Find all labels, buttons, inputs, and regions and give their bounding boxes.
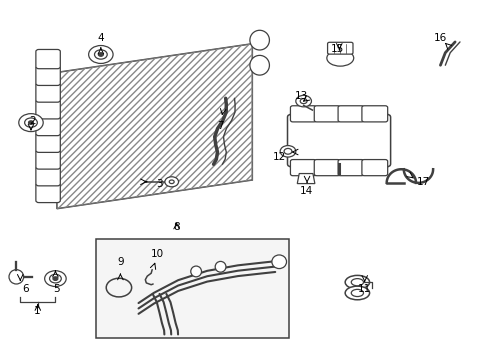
Circle shape <box>45 271 66 287</box>
Text: 9: 9 <box>117 257 123 267</box>
Ellipse shape <box>351 289 364 297</box>
Circle shape <box>19 114 43 132</box>
Ellipse shape <box>215 261 226 272</box>
Text: 7: 7 <box>217 121 224 131</box>
Ellipse shape <box>345 286 369 300</box>
Circle shape <box>300 99 307 104</box>
Text: 11: 11 <box>358 284 371 294</box>
Polygon shape <box>297 174 315 184</box>
FancyBboxPatch shape <box>36 116 60 136</box>
Text: 5: 5 <box>53 284 60 294</box>
FancyBboxPatch shape <box>36 183 60 203</box>
Ellipse shape <box>272 255 287 269</box>
Circle shape <box>28 121 33 125</box>
FancyBboxPatch shape <box>36 133 60 152</box>
FancyBboxPatch shape <box>288 114 391 167</box>
Text: 13: 13 <box>294 91 308 101</box>
Ellipse shape <box>191 266 201 277</box>
Text: 14: 14 <box>299 186 313 196</box>
Ellipse shape <box>169 180 174 184</box>
Text: 4: 4 <box>98 33 104 43</box>
Circle shape <box>98 53 103 56</box>
Text: 8: 8 <box>173 222 180 231</box>
Text: 1: 1 <box>34 306 41 316</box>
Circle shape <box>49 274 61 283</box>
FancyBboxPatch shape <box>36 83 60 102</box>
Ellipse shape <box>250 55 270 75</box>
Ellipse shape <box>351 279 364 286</box>
Circle shape <box>89 45 113 63</box>
FancyBboxPatch shape <box>314 159 340 176</box>
Circle shape <box>24 118 37 127</box>
FancyBboxPatch shape <box>362 106 388 122</box>
FancyBboxPatch shape <box>314 106 340 122</box>
FancyBboxPatch shape <box>291 159 316 176</box>
FancyBboxPatch shape <box>328 42 353 54</box>
Ellipse shape <box>345 275 369 289</box>
FancyBboxPatch shape <box>36 49 60 69</box>
FancyBboxPatch shape <box>362 159 388 176</box>
FancyBboxPatch shape <box>338 106 364 122</box>
Circle shape <box>280 145 296 157</box>
Ellipse shape <box>165 177 178 187</box>
Text: 10: 10 <box>150 248 164 258</box>
Ellipse shape <box>327 50 354 66</box>
Text: 16: 16 <box>434 33 447 43</box>
Polygon shape <box>57 44 252 209</box>
FancyBboxPatch shape <box>291 106 316 122</box>
Text: 17: 17 <box>416 177 430 187</box>
Text: 12: 12 <box>272 152 286 162</box>
Text: 6: 6 <box>22 284 28 294</box>
Circle shape <box>53 277 58 280</box>
FancyBboxPatch shape <box>36 167 60 186</box>
Circle shape <box>284 148 292 154</box>
FancyBboxPatch shape <box>36 100 60 119</box>
Text: 15: 15 <box>331 44 344 54</box>
Ellipse shape <box>9 270 24 284</box>
Circle shape <box>95 50 107 59</box>
FancyBboxPatch shape <box>96 239 289 338</box>
Circle shape <box>296 95 312 107</box>
FancyBboxPatch shape <box>338 159 364 176</box>
Text: 2: 2 <box>29 116 36 126</box>
FancyBboxPatch shape <box>36 150 60 169</box>
FancyBboxPatch shape <box>36 66 60 85</box>
Text: 3: 3 <box>156 179 163 189</box>
Ellipse shape <box>250 30 270 50</box>
